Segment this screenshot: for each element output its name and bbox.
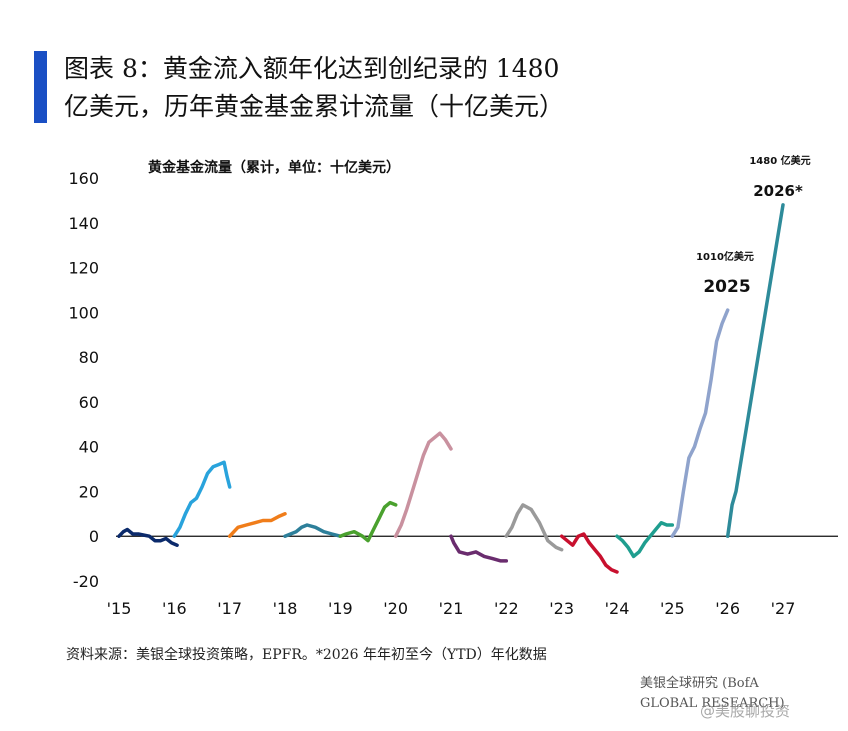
- x-tick-label: '16: [162, 599, 187, 618]
- x-tick-label: '21: [439, 599, 464, 618]
- watermark: @美股聊投资: [700, 702, 791, 720]
- series-line-9: [559, 532, 619, 574]
- annotation-2026-year: 2026*: [753, 182, 803, 200]
- y-axis: -20 0 20 40 60 80 100 120 140 160: [68, 169, 99, 591]
- series-line-1: [117, 527, 179, 547]
- x-tick-label: '15: [107, 599, 132, 618]
- series-line-10: [615, 521, 675, 559]
- figure-title-line-2: 亿美元，历年黄金基金累计流量（十亿美元）: [64, 92, 565, 121]
- y-tick-label: 120: [68, 259, 99, 278]
- series-line-12: [725, 203, 785, 538]
- series-line-6: [393, 431, 453, 538]
- y-tick-label: 140: [68, 214, 99, 233]
- x-tick-label: '17: [217, 599, 242, 618]
- series-line-7: [449, 534, 509, 563]
- y-tick-label: 20: [79, 482, 99, 501]
- y-tick-label: 100: [68, 303, 99, 322]
- annotation-2025-year: 2025: [703, 277, 750, 297]
- chart-title: 黄金基金流量（累计，单位：十亿美元）: [148, 159, 400, 176]
- x-tick-label: '26: [715, 599, 740, 618]
- y-tick-label: 80: [79, 348, 99, 367]
- series-layer: [117, 203, 785, 574]
- y-tick-label: 60: [79, 393, 99, 412]
- annotation-2026-value: 1480 亿美元: [749, 154, 810, 167]
- credit-line-2: GLOBAL RESEARCH): [640, 696, 785, 711]
- series-line-11: [670, 308, 730, 538]
- series-line-3: [227, 512, 287, 538]
- title-accent-bar: [34, 51, 47, 123]
- credit-line-1: 美银全球研究 (BofA: [640, 676, 759, 691]
- x-tick-label: '19: [328, 599, 353, 618]
- x-tick-label: '18: [273, 599, 298, 618]
- series-line-8: [504, 503, 564, 552]
- series-line-4: [283, 523, 343, 538]
- x-tick-label: '23: [549, 599, 574, 618]
- x-tick-label: '25: [660, 599, 685, 618]
- x-tick-label: '24: [605, 599, 630, 618]
- credit: 美银全球研究 (BofA GLOBAL RESEARCH): [640, 674, 840, 714]
- x-tick-label: '27: [771, 599, 796, 618]
- figure-title: 图表 8：黄金流入额年化达到创纪录的 1480 亿美元，历年黄金基金累计流量（十…: [64, 50, 804, 126]
- y-tick-label: 160: [68, 169, 99, 188]
- x-tick-label: '22: [494, 599, 519, 618]
- y-tick-label: 0: [89, 527, 99, 546]
- figure-title-line-1: 图表 8：黄金流入额年化达到创纪录的 1480: [64, 54, 560, 83]
- series-line-5: [338, 500, 398, 543]
- series-line-2: [172, 460, 232, 538]
- x-tick-label: '20: [383, 599, 408, 618]
- annotation-layer: 1010亿美元 2025 1480 亿美元 2026*: [696, 154, 811, 297]
- source-note: 资料来源：美银全球投资策略，EPFR。*2026 年年初至今（YTD）年化数据: [66, 647, 547, 663]
- y-tick-label: 40: [79, 438, 99, 457]
- y-tick-label: -20: [73, 572, 99, 591]
- annotation-2025-value: 1010亿美元: [696, 250, 754, 263]
- x-axis: '15 '16 '17 '18 '19 '20 '21 '22 '23 '24 '25 '26 '27: [107, 599, 796, 618]
